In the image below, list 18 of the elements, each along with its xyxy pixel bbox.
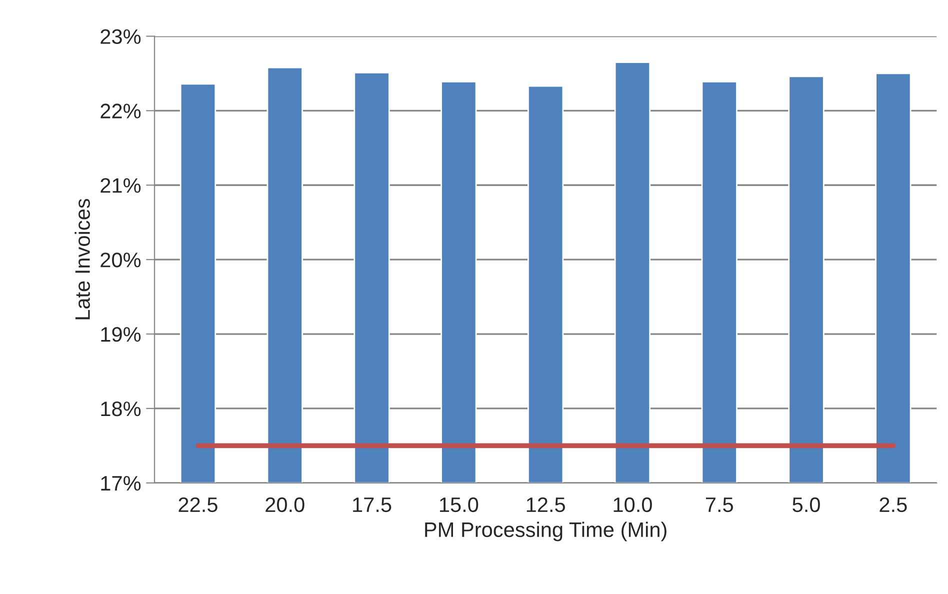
x-tick-label: 22.5: [178, 497, 218, 512]
y-tick-label: 20%: [100, 252, 141, 268]
x-tick-label: 7.5: [706, 498, 733, 512]
x-tick-label: 15.0: [440, 497, 478, 512]
x-tick-label: 20.0: [266, 497, 304, 512]
y-axis-title: Late Invoices: [74, 198, 90, 320]
y-tick-label: 23%: [100, 29, 141, 44]
y-tick-label: 17%: [101, 476, 141, 491]
y-tick-label: 19%: [101, 327, 141, 342]
x-axis-title: PM Processing Time (Min): [425, 522, 666, 542]
y-tick-label: 22%: [100, 104, 141, 118]
x-tick-label: 5.0: [792, 497, 820, 512]
y-tick-label: 18%: [101, 401, 141, 416]
x-tick-label: 12.5: [526, 497, 565, 512]
y-tick-label: 21%: [100, 178, 141, 193]
x-tick-label: 10.0: [614, 497, 652, 512]
x-tick-label: 2.5: [880, 497, 907, 512]
x-tick-label: 17.5: [353, 498, 392, 512]
